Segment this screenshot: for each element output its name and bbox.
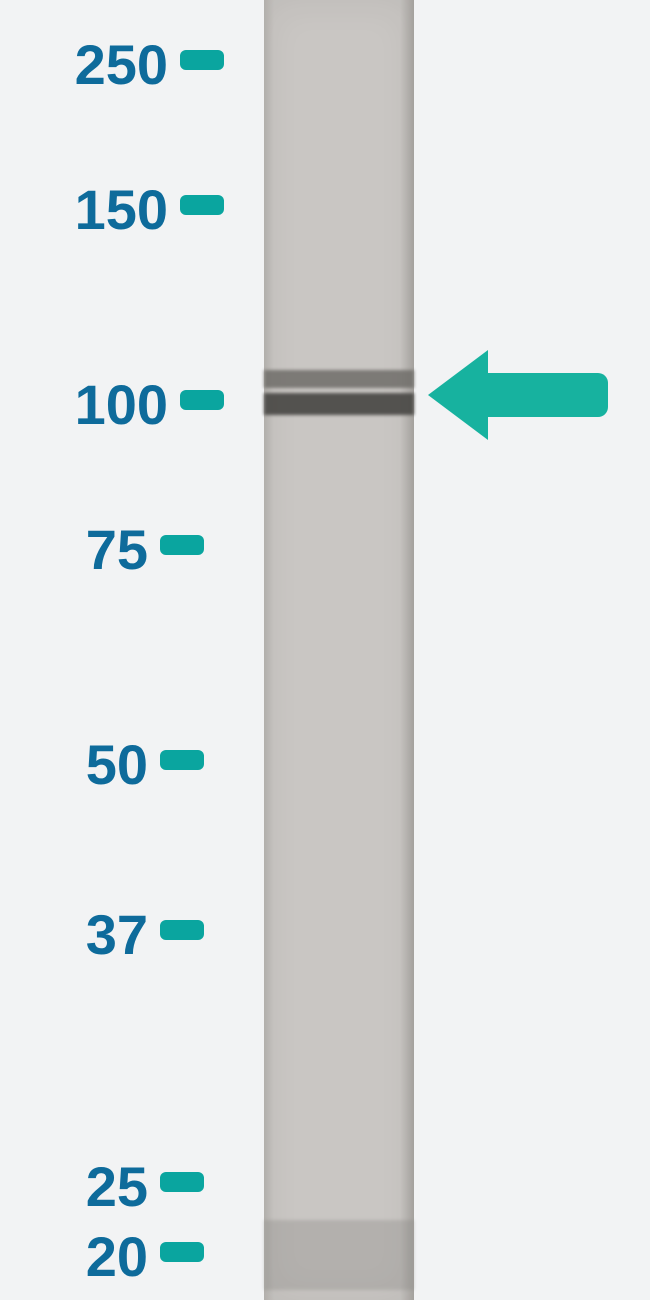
mw-dash (160, 535, 204, 555)
mw-label: 75 (0, 517, 148, 582)
mw-dash (180, 390, 224, 410)
mw-dash (180, 50, 224, 70)
mw-dash (180, 195, 224, 215)
mw-label: 20 (0, 1224, 148, 1289)
mw-label: 250 (0, 32, 168, 97)
mw-label: 25 (0, 1154, 148, 1219)
mw-label: 100 (0, 372, 168, 437)
lane-edge-left (264, 0, 274, 1300)
mw-dash (160, 920, 204, 940)
band-indicator-arrow (428, 350, 608, 440)
mw-dash (160, 1172, 204, 1192)
gel-lane (264, 0, 414, 1300)
protein-band (264, 1220, 414, 1290)
lane-edge-right (400, 0, 414, 1300)
mw-dash (160, 750, 204, 770)
mw-label: 150 (0, 177, 168, 242)
arrow-head-icon (428, 350, 488, 440)
mw-label: 37 (0, 902, 148, 967)
protein-band (264, 370, 414, 388)
arrow-shaft (488, 373, 608, 417)
mw-label: 50 (0, 732, 148, 797)
protein-band (264, 393, 414, 415)
mw-dash (160, 1242, 204, 1262)
